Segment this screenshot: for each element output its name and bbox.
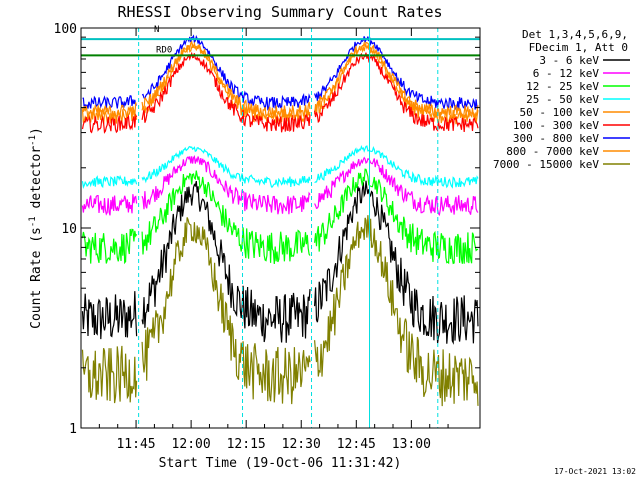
series-line-2	[81, 194, 138, 216]
x-tick-label-1: 11:45	[116, 437, 155, 452]
legend-header-line-1: Det 1,3,4,5,6,9,	[522, 28, 628, 41]
legend-label-8: 800 - 7000 keV	[506, 145, 599, 158]
series-line-2-part-2	[141, 155, 311, 215]
plot-area: RD0 N	[80, 25, 480, 428]
x-tick-label-6: 13:00	[392, 437, 431, 452]
legend-label-5: 50 - 100 keV	[520, 106, 600, 119]
legend-label-3: 12 - 25 keV	[526, 80, 599, 93]
y-tick-label-1: 1	[69, 422, 77, 437]
series-line-2-part-3	[314, 156, 479, 217]
legend-label-6: 100 - 300 keV	[513, 119, 599, 132]
series-line-9-part-2	[141, 217, 311, 405]
series-line-1	[81, 291, 138, 340]
series-line-8-part-2	[141, 40, 311, 119]
series-line-4-part-3	[314, 144, 479, 189]
legend-header-line-2: FDecim 1, Att 0	[529, 41, 628, 54]
series-line-6-part-2	[141, 51, 311, 133]
y-tick-label-3: 100	[54, 22, 77, 37]
series-line-4	[81, 174, 138, 190]
series-line-6	[81, 112, 138, 134]
x-axis: 11:45 12:00 12:15 12:30 12:45 13:00	[98, 28, 449, 452]
y-tick-label-2: 10	[61, 222, 77, 237]
series-line-3-part-2	[141, 170, 311, 265]
series-line-4-part-2	[141, 145, 311, 188]
x-tick-label-3: 12:15	[227, 437, 266, 452]
x-tick-label-5: 12:45	[337, 437, 376, 452]
x-tick-label-4: 12:30	[282, 437, 321, 452]
timestamp: 17-Oct-2021 13:02	[554, 467, 636, 476]
series-line-8	[81, 102, 137, 119]
flag-label-n: N	[154, 25, 159, 35]
legend-label-7: 300 - 800 keV	[513, 132, 599, 145]
x-axis-label: Start Time (19-Oct-06 11:31:42)	[159, 456, 402, 471]
legend-label-9: 7000 - 15000 keV	[493, 158, 599, 171]
legend-label-2: 6 - 12 keV	[533, 67, 600, 80]
series-line-1-part-2	[141, 180, 311, 343]
legend-label-1: 3 - 6 keV	[539, 54, 599, 67]
series-line-1-part-3	[314, 180, 479, 345]
series-line-6-part-3	[314, 52, 479, 133]
series-line-9	[81, 345, 138, 404]
x-tick-label-2: 12:00	[172, 437, 211, 452]
series-line-7-part-3	[314, 36, 479, 112]
series-line-3	[81, 228, 138, 265]
legend: Det 1,3,4,5,6,9, FDecim 1, Att 0 3 - 6 k…	[493, 28, 630, 171]
series-line-7-part-2	[141, 34, 311, 111]
series-line-7	[82, 95, 138, 110]
chart-title: RHESSI Observing Summary Count Rates	[117, 3, 442, 21]
y-axis-label: Count Rate (s-1 detector-1)	[28, 127, 44, 329]
y-axis: 1 10 100	[54, 22, 480, 437]
series-line-9-part-3	[314, 215, 479, 407]
flag-label-rd0: RD0	[156, 45, 172, 55]
series-line-8-part-3	[314, 40, 479, 120]
legend-label-4: 25 - 50 keV	[526, 93, 599, 106]
series-line-3-part-3	[314, 168, 479, 265]
